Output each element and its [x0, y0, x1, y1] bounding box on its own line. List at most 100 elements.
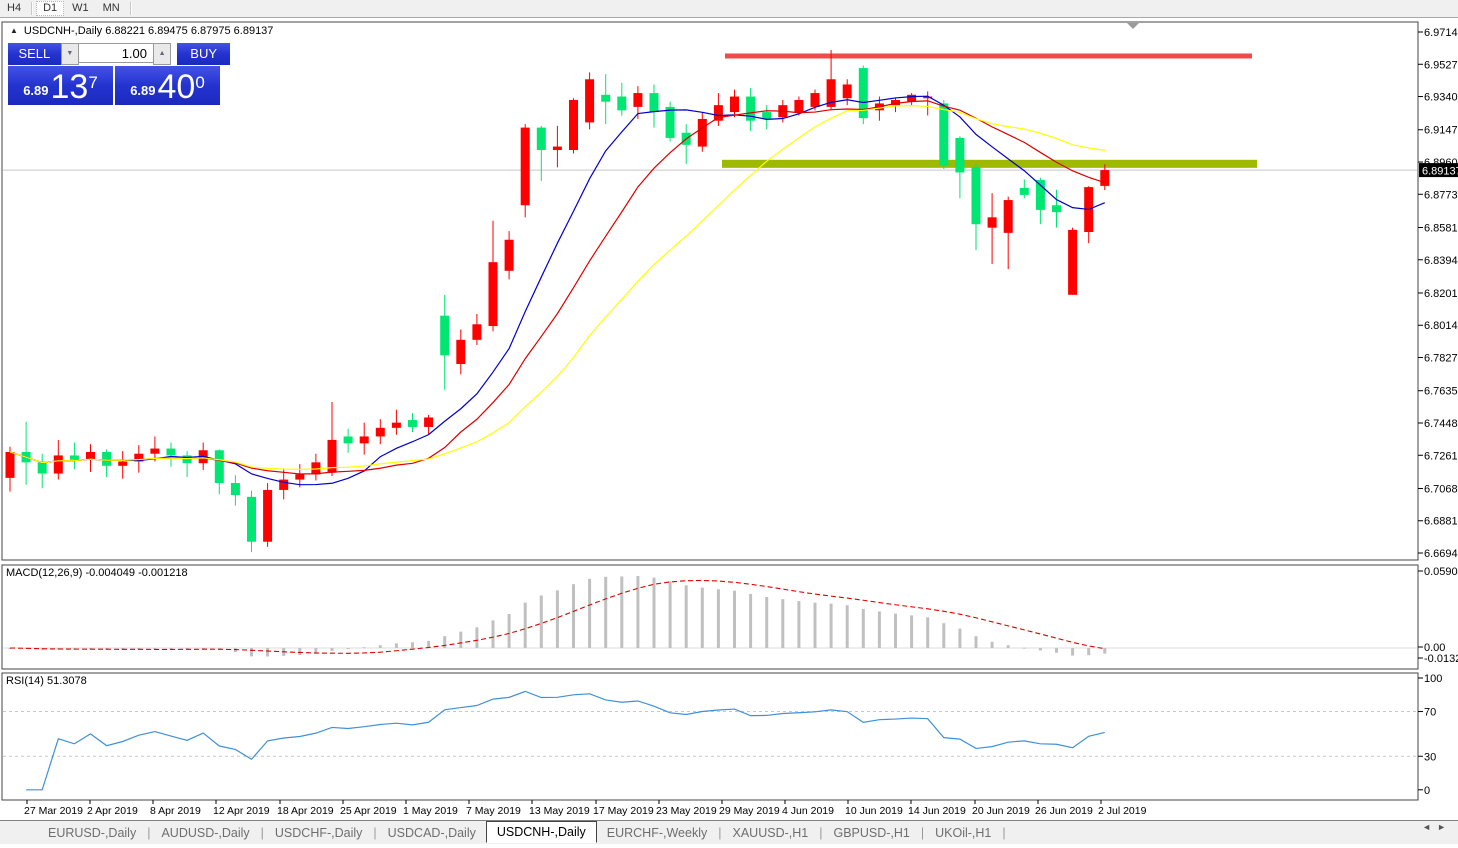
resistance-line[interactable]: [725, 53, 1252, 59]
tab-usdchf-daily[interactable]: USDCHF-,Daily: [274, 825, 363, 840]
main-chart-panel: [1, 21, 1419, 561]
symbol-ohlc-text: USDCNH-,Daily 6.88221 6.89475 6.87975 6.…: [23, 25, 274, 37]
symbol-tab-bar: EURUSD-,Daily | AUDUSD-,Daily | USDCHF-,Dail…: [0, 820, 1458, 844]
tab-gbpusd-h1[interactable]: GBPUSD-,H1: [833, 825, 910, 840]
scroll-left-icon[interactable]: ◄: [1422, 822, 1438, 832]
price-axis-label: 6.85810: [1424, 222, 1458, 234]
time-axis-label: 14 Jun 2019: [908, 805, 966, 817]
timeframe-button-W1[interactable]: W1: [72, 2, 89, 14]
ask-price-button[interactable]: 6.89 40 0: [115, 66, 220, 105]
tab-separator: |: [260, 825, 264, 840]
ma-line-21: [9, 105, 1105, 470]
time-axis-label: 23 May 2019: [656, 805, 717, 817]
bid-price-button[interactable]: 6.89 13 7: [8, 66, 113, 105]
volume-input[interactable]: [79, 43, 153, 63]
bid-main-digits: 13: [50, 68, 89, 106]
chart-title: ▲ USDCNH-,Daily 6.88221 6.89475 6.87975 6…: [10, 25, 273, 37]
price-axis-label: 6.97140: [1424, 27, 1458, 39]
macd-signal-line: [9, 579, 1105, 654]
time-axis-label: 7 May 2019: [466, 805, 521, 817]
window-collapse-icon[interactable]: ▲: [10, 26, 18, 35]
price-axis-label: 6.93400: [1424, 92, 1458, 104]
ask-main-digits: 40: [157, 68, 196, 106]
macd-axis-label: -0.013246: [1424, 653, 1458, 665]
time-axis-label: 18 Apr 2019: [277, 805, 334, 817]
time-axis-label: 27 Mar 2019: [24, 805, 83, 817]
scroll-right-icon[interactable]: ►: [1437, 822, 1452, 832]
tab-separator: |: [373, 825, 377, 840]
support-line[interactable]: [722, 159, 1257, 168]
tab-usdcad-daily[interactable]: USDCAD-,Daily: [387, 825, 476, 840]
buy-button[interactable]: BUY: [177, 43, 230, 65]
tab-separator: |: [1002, 825, 1006, 840]
macd-panel: [1, 564, 1419, 670]
bid-pip-digit: 7: [88, 73, 98, 92]
price-axis-label: 6.83940: [1424, 255, 1458, 267]
volume-increase-button[interactable]: ▲: [153, 43, 172, 65]
chevron-up-icon: ▲: [158, 50, 166, 57]
tab-usdcnh-daily[interactable]: USDCNH-,Daily: [485, 821, 597, 843]
time-axis-label: 13 May 2019: [529, 805, 590, 817]
candlestick-series: [5, 49, 1110, 553]
time-axis: [26, 800, 1102, 804]
tab-separator: |: [718, 825, 722, 840]
price-axis-label: 6.72610: [1424, 450, 1458, 462]
rsi-axis-label: 100: [1424, 673, 1442, 685]
time-axis-label: 8 Apr 2019: [150, 805, 201, 817]
time-axis-label: 25 Apr 2019: [340, 805, 397, 817]
time-axis-label: 20 Jun 2019: [972, 805, 1030, 817]
price-axis-label: 6.95270: [1424, 59, 1458, 71]
price-axis-label: 6.91475: [1424, 125, 1458, 137]
time-axis-label: 26 Jun 2019: [1035, 805, 1093, 817]
price-axis-label: 6.82015: [1424, 288, 1458, 300]
time-axis-label: 2 Jul 2019: [1098, 805, 1147, 817]
tab-separator: |: [147, 825, 151, 840]
toolbar-separator: [31, 2, 33, 15]
price-axis-label: 6.66945: [1424, 548, 1458, 560]
tab-audusd-daily[interactable]: AUDUSD-,Daily: [161, 825, 250, 840]
price-axis-label: 6.70685: [1424, 483, 1458, 495]
tab-scroll-arrows: ◄►: [1422, 822, 1452, 832]
time-axis-label: 17 May 2019: [593, 805, 654, 817]
tab-eurusd-daily[interactable]: EURUSD-,Daily: [48, 825, 137, 840]
tab-separator: |: [819, 825, 823, 840]
rsi-label: RSI(14) 51.3078: [6, 675, 87, 687]
current-price-value: 6.89137: [1422, 166, 1458, 178]
time-axis-label: 29 May 2019: [719, 805, 780, 817]
rsi-axis-label: 70: [1424, 707, 1436, 719]
timeframe-button-D1[interactable]: D1: [36, 1, 65, 16]
timeframe-toolbar: H4 D1 W1 MN: [0, 0, 1458, 18]
macd-axis-label: 0.00: [1424, 642, 1445, 654]
ma-line-8: [9, 95, 1106, 486]
price-axis-label: 6.87735: [1424, 189, 1458, 201]
time-axis-label: 2 Apr 2019: [87, 805, 138, 817]
price-axis-label: 6.68815: [1424, 516, 1458, 528]
price-axis-label: 6.80145: [1424, 320, 1458, 332]
time-axis-label: 4 Jun 2019: [782, 805, 834, 817]
tab-eurchf-weekly[interactable]: EURCHF-,Weekly: [606, 825, 708, 840]
time-axis-label: 10 Jun 2019: [845, 805, 903, 817]
tab-separator: |: [920, 825, 925, 840]
ask-prefix: 6.89: [130, 83, 156, 98]
price-axis-label: 6.74480: [1424, 418, 1458, 430]
chart-shift-marker-icon: [1127, 23, 1139, 29]
timeframe-button-MN[interactable]: MN: [102, 2, 120, 14]
timeframe-button-H4[interactable]: H4: [7, 2, 22, 14]
rsi-axis-label: 0: [1424, 785, 1430, 797]
toolbar-separator: [129, 2, 131, 15]
volume-decrease-button[interactable]: ▼: [60, 43, 79, 65]
price-axis-label: 6.78275: [1424, 353, 1458, 365]
sell-button[interactable]: SELL: [8, 43, 61, 65]
ask-pip-digit: 0: [195, 73, 205, 92]
macd-label: MACD(12,26,9) -0.004049 -0.001218: [6, 567, 188, 579]
macd-axis-label: 0.059048: [1424, 566, 1458, 578]
tab-ukoil-h1[interactable]: UKOil-,H1: [935, 825, 992, 840]
current-price-tag: [1419, 163, 1458, 178]
rsi-line: [26, 690, 1105, 791]
rsi-panel: [1, 672, 1419, 801]
tab-xauusd-h1[interactable]: XAUUSD-,H1: [732, 825, 809, 840]
